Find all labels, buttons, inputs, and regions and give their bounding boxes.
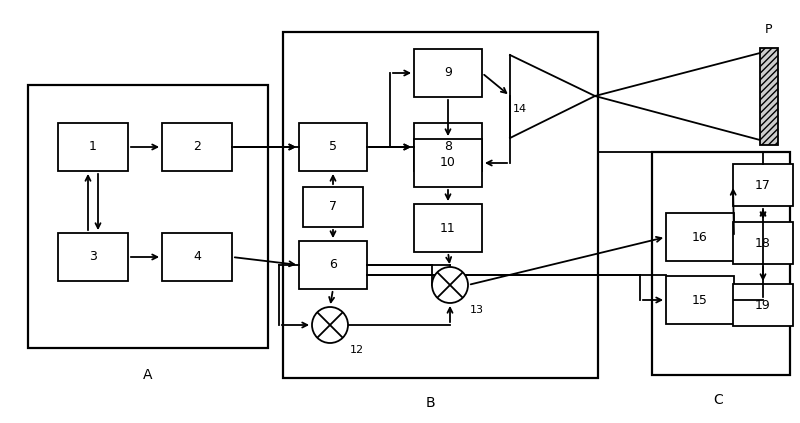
- Bar: [414, 123, 482, 171]
- Text: 13: 13: [470, 305, 484, 315]
- Bar: [58, 123, 128, 171]
- Bar: [733, 164, 793, 206]
- Text: C: C: [713, 393, 723, 407]
- Bar: [303, 187, 363, 227]
- Text: 7: 7: [329, 201, 337, 214]
- Bar: [666, 213, 734, 261]
- Text: 19: 19: [755, 299, 771, 311]
- Text: 17: 17: [755, 179, 771, 192]
- Text: 3: 3: [89, 250, 97, 264]
- Text: 8: 8: [444, 140, 452, 154]
- Text: 5: 5: [329, 140, 337, 154]
- Text: 10: 10: [440, 157, 456, 170]
- Text: 9: 9: [444, 66, 452, 80]
- Bar: [283, 32, 598, 378]
- Bar: [760, 48, 778, 145]
- Bar: [162, 233, 232, 281]
- Bar: [733, 222, 793, 264]
- Bar: [414, 49, 482, 97]
- Text: 2: 2: [193, 140, 201, 154]
- Text: 16: 16: [692, 231, 708, 244]
- Text: 1: 1: [89, 140, 97, 154]
- Text: 6: 6: [329, 258, 337, 272]
- Bar: [28, 85, 268, 348]
- Bar: [652, 152, 790, 375]
- Bar: [299, 123, 367, 171]
- Bar: [162, 123, 232, 171]
- Ellipse shape: [432, 267, 468, 303]
- Bar: [733, 284, 793, 326]
- Bar: [299, 241, 367, 289]
- Text: 4: 4: [193, 250, 201, 264]
- Bar: [666, 276, 734, 324]
- Bar: [414, 139, 482, 187]
- Bar: [58, 233, 128, 281]
- Bar: [414, 204, 482, 252]
- Text: A: A: [143, 368, 153, 382]
- Text: 18: 18: [755, 236, 771, 250]
- Text: 11: 11: [440, 222, 456, 234]
- Ellipse shape: [312, 307, 348, 343]
- Text: P: P: [766, 23, 773, 36]
- Text: 12: 12: [350, 345, 364, 355]
- Text: 15: 15: [692, 294, 708, 307]
- Text: B: B: [425, 396, 435, 410]
- Text: 14: 14: [513, 104, 527, 114]
